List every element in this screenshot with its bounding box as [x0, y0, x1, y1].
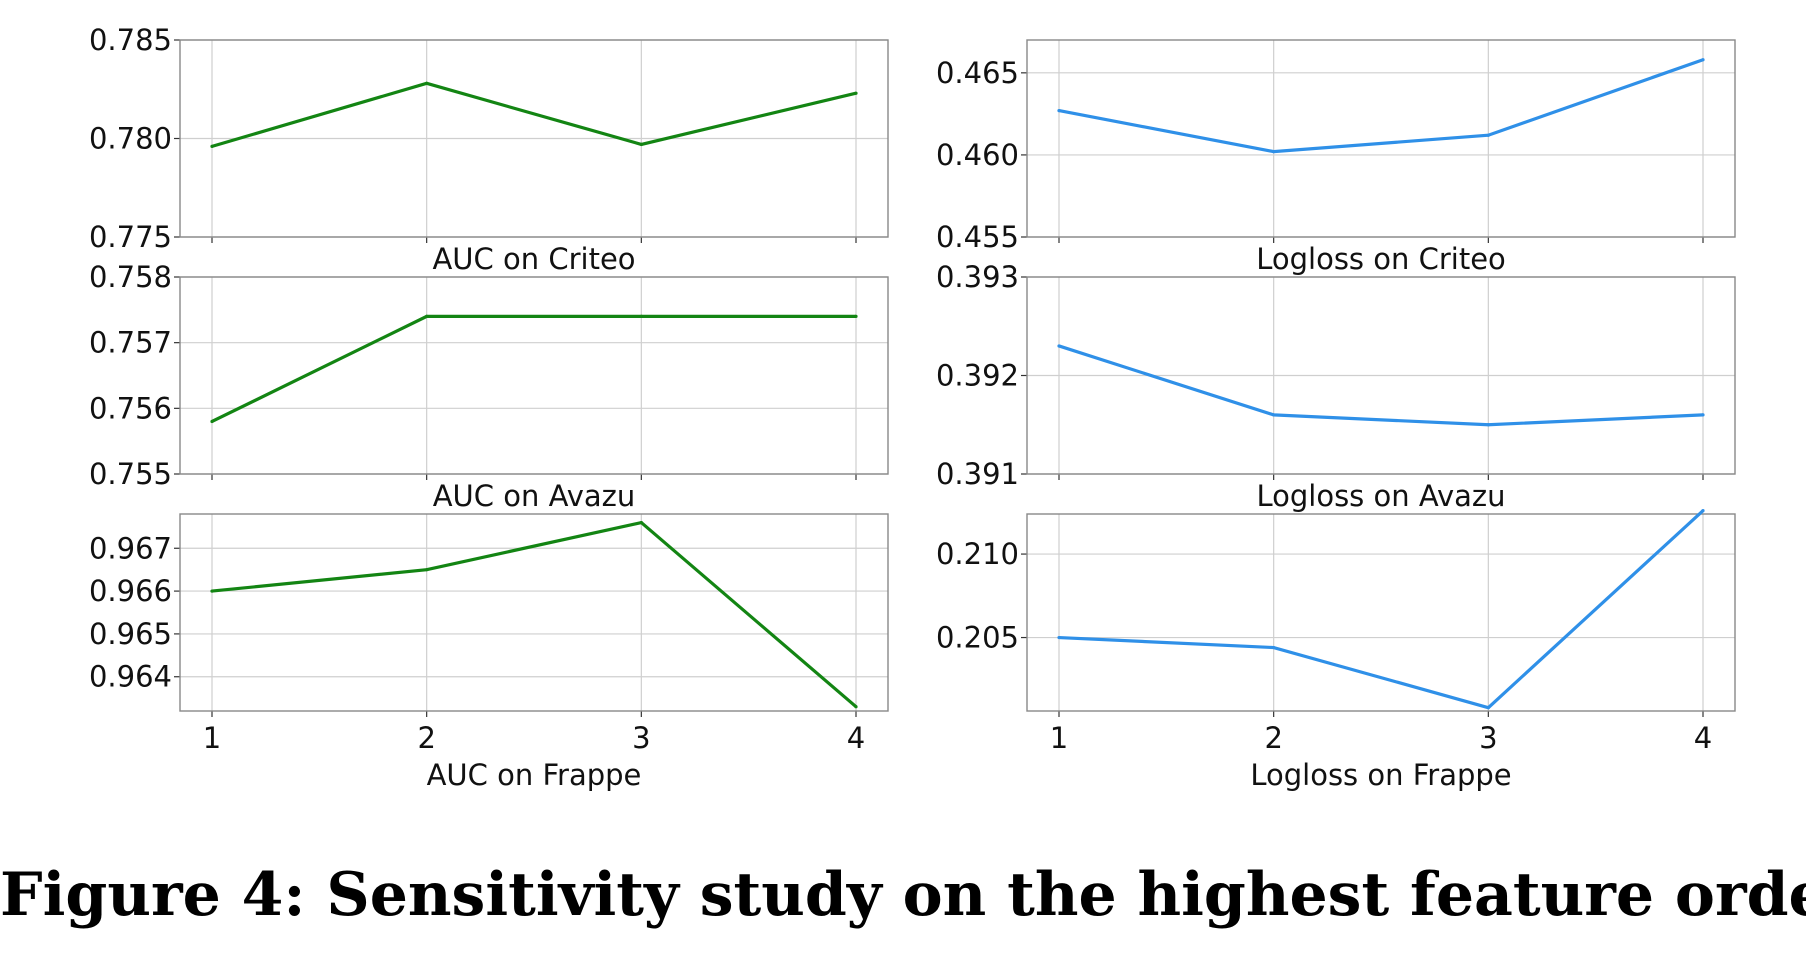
- chart-panel-6: 1 2 3 4 0.205 0.210 Logloss on Frappe: [936, 509, 1736, 792]
- data-point: [425, 568, 429, 572]
- data-point: [1486, 423, 1490, 427]
- subplot-title: AUC on Criteo: [432, 242, 635, 276]
- chart-panel-3: 0.755 0.756 0.757 0.758 AUC on Avazu: [89, 260, 889, 513]
- data-point: [1701, 58, 1705, 62]
- y-tick-label: 0.757: [89, 326, 172, 360]
- series-line: [1058, 58, 1704, 154]
- data-point: [639, 142, 643, 147]
- data-point: [1272, 150, 1276, 154]
- data-point: [425, 314, 429, 318]
- data-point: [1272, 413, 1276, 417]
- figure-caption: Figure 4: Sensitivity study on the highe…: [0, 860, 1806, 930]
- data-point: [210, 419, 214, 424]
- data-point: [1057, 344, 1061, 348]
- x-tick-label: 1: [1050, 721, 1068, 755]
- data-point: [210, 589, 214, 593]
- data-point: [1057, 108, 1061, 113]
- axes-frame: [179, 39, 889, 238]
- y-tick-label: 0.210: [936, 537, 1019, 571]
- y-tick-label: 0.967: [89, 531, 172, 565]
- chart-panel-2: 0.455 0.460 0.465 Logloss on Criteo: [936, 39, 1736, 276]
- series-line: [211, 81, 857, 148]
- series-line: [1058, 509, 1705, 710]
- y-tick-label: 0.756: [89, 391, 172, 425]
- axes-frame: [1026, 513, 1736, 712]
- y-tick-label: 0.755: [89, 457, 172, 491]
- series-line: [211, 520, 858, 708]
- axes-frame: [179, 513, 889, 712]
- y-tick-label: 0.205: [936, 621, 1019, 655]
- x-tick-label: 4: [1694, 721, 1712, 755]
- data-point: [854, 91, 858, 95]
- x-tick-label: 2: [417, 721, 435, 755]
- y-tick-label: 0.758: [89, 260, 172, 294]
- data-point: [1486, 133, 1490, 137]
- y-tick-label: 0.392: [936, 359, 1019, 393]
- y-tick-label: 0.780: [89, 122, 172, 156]
- chart-panel-1: 0.775 0.780 0.785 AUC on Criteo: [89, 23, 889, 276]
- subplot-title: Logloss on Frappe: [1250, 758, 1511, 792]
- y-tick-label: 0.775: [89, 220, 172, 254]
- data-point: [425, 81, 429, 85]
- y-tick-label: 0.460: [936, 138, 1019, 172]
- subplot-title: Logloss on Criteo: [1256, 242, 1506, 276]
- data-point: [1272, 645, 1276, 650]
- axes-frame: [179, 276, 889, 475]
- subplot-title: Logloss on Avazu: [1256, 479, 1505, 513]
- data-point: [854, 314, 858, 318]
- data-point: [1057, 635, 1061, 640]
- y-tick-label: 0.391: [936, 457, 1019, 491]
- data-point: [639, 314, 643, 318]
- y-tick-label: 0.785: [89, 23, 172, 57]
- y-tick-label: 0.966: [89, 574, 172, 608]
- y-tick-label: 0.964: [89, 660, 172, 694]
- data-point: [639, 520, 643, 525]
- x-tick-label: 3: [1479, 721, 1497, 755]
- subplot-title: AUC on Avazu: [433, 479, 636, 513]
- data-point: [1701, 413, 1705, 417]
- y-tick-label: 0.393: [936, 260, 1019, 294]
- x-tick-label: 2: [1264, 721, 1282, 755]
- x-tick-label: 1: [203, 721, 221, 755]
- y-tick-label: 0.465: [936, 56, 1019, 90]
- axes-frame: [1026, 276, 1736, 475]
- x-tick-label: 4: [847, 721, 865, 755]
- x-tick-label: 3: [632, 721, 650, 755]
- y-tick-label: 0.455: [936, 220, 1019, 254]
- series-line: [211, 314, 856, 423]
- data-point: [1701, 509, 1705, 513]
- y-tick-label: 0.965: [89, 617, 172, 651]
- chart-panel-5: 1 2 3 4 0.964 0.965 0.966 0.967 AUC on Frappe: [89, 513, 889, 792]
- subplot-title: AUC on Frappe: [427, 758, 642, 792]
- data-point: [1486, 706, 1490, 710]
- chart-panel-4: 0.391 0.392 0.393 Logloss on Avazu: [936, 260, 1736, 513]
- series-line: [1058, 344, 1704, 427]
- axes-frame: [1026, 39, 1736, 238]
- data-point: [210, 144, 214, 148]
- data-point: [854, 705, 858, 709]
